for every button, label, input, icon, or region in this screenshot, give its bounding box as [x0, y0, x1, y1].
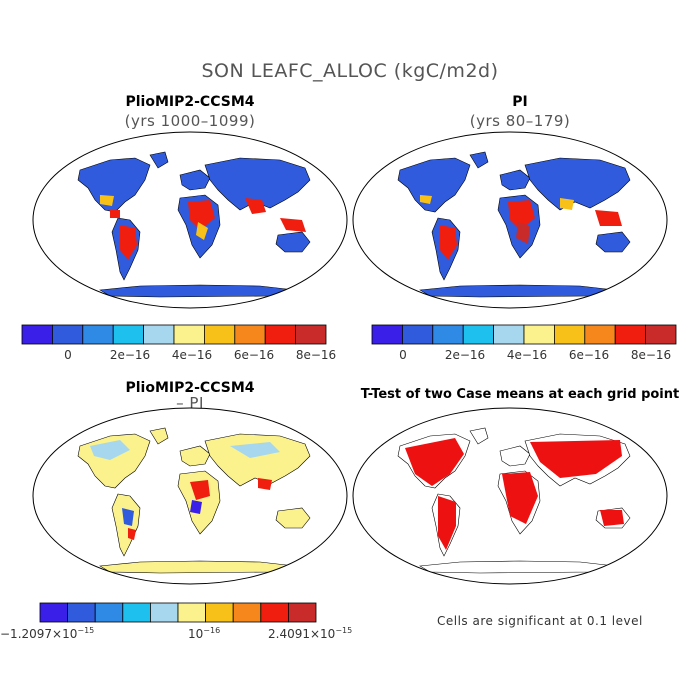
colorbar-swatch [67, 602, 96, 623]
colorbar-swatch [614, 324, 647, 345]
map-top-right [352, 131, 668, 309]
colorbar-swatch [122, 602, 151, 623]
colorbar-swatch [462, 324, 495, 345]
colorbar-swatch [371, 324, 403, 345]
hotspots-top-right [420, 195, 622, 260]
panel-subtitle-top-right: (yrs 80–179) [469, 112, 571, 130]
diff-patches [90, 440, 280, 540]
figure-title: SON LEAFC_ALLOC (kgC/m2d) [201, 60, 499, 82]
colorbar-swatch [234, 324, 266, 345]
cb-tl-tick-2: 4e−16 [171, 348, 213, 362]
colorbar-swatch [584, 324, 616, 345]
colorbar-swatch [94, 602, 124, 623]
hotspots-top-left [100, 195, 306, 260]
colorbar-swatch [21, 324, 53, 345]
cb-diff-max-label: 2.4091×10−15 [268, 626, 353, 641]
colorbar-swatch [493, 324, 525, 345]
colorbar-swatch [177, 602, 207, 623]
colorbar-swatch [173, 324, 205, 345]
panel-subtitle-bottom-left: – PI [176, 394, 204, 412]
colorbar-swatch [645, 324, 677, 345]
colorbar-swatch [295, 324, 327, 345]
cb-tr-tick-0: 0 [399, 348, 407, 362]
cb-tr-tick-2: 4e−16 [506, 348, 548, 362]
colorbar-swatch [112, 324, 144, 345]
colorbar-top-right [371, 324, 677, 345]
panel-title-bottom-right: T-Test of two Case means at each grid po… [360, 387, 680, 402]
cb-tl-tick-4: 8e−16 [295, 348, 337, 362]
cb-tr-tick-1: 2e−16 [444, 348, 486, 362]
colorbar-swatch [205, 602, 234, 623]
panel-title-bottom-left: PlioMIP2-CCSM4 [125, 380, 255, 396]
colorbar-swatch [523, 324, 555, 345]
cb-diff-mid-label: 10−16 [188, 626, 221, 641]
colorbar-swatch [149, 602, 179, 623]
colorbar-swatch [432, 324, 464, 345]
map-bottom-right [352, 407, 668, 585]
map-bottom-left [32, 407, 348, 585]
colorbar-difference [39, 602, 317, 623]
colorbar-swatch [39, 602, 69, 623]
colorbar-swatch [264, 324, 297, 345]
colorbar-top-left [21, 324, 327, 345]
colorbar-swatch [554, 324, 586, 345]
colorbar-swatch [203, 324, 236, 345]
cb-diff-min-label: −1.2097×10−15 [0, 626, 95, 641]
cb-tl-tick-1: 2e−16 [109, 348, 151, 362]
cb-tr-tick-4: 8e−16 [630, 348, 672, 362]
colorbar-swatch [287, 602, 317, 623]
cb-tl-tick-3: 6e−16 [233, 348, 275, 362]
colorbar-swatch [52, 324, 84, 345]
significant-cells [405, 438, 624, 550]
colorbar-swatch [232, 602, 262, 623]
colorbar-swatch [143, 324, 175, 345]
colorbar-swatch [82, 324, 114, 345]
colorbar-swatch [401, 324, 434, 345]
panel-title-top-right: PI [512, 94, 528, 110]
map-top-left [32, 131, 348, 309]
colorbar-swatch [260, 602, 289, 623]
significance-footnote: Cells are significant at 0.1 level [437, 614, 643, 628]
panel-title-top-left: PlioMIP2-CCSM4 [125, 94, 255, 110]
cb-tr-tick-3: 6e−16 [568, 348, 610, 362]
panel-subtitle-top-left: (yrs 1000–1099) [124, 112, 256, 130]
cb-tl-tick-0: 0 [64, 348, 72, 362]
